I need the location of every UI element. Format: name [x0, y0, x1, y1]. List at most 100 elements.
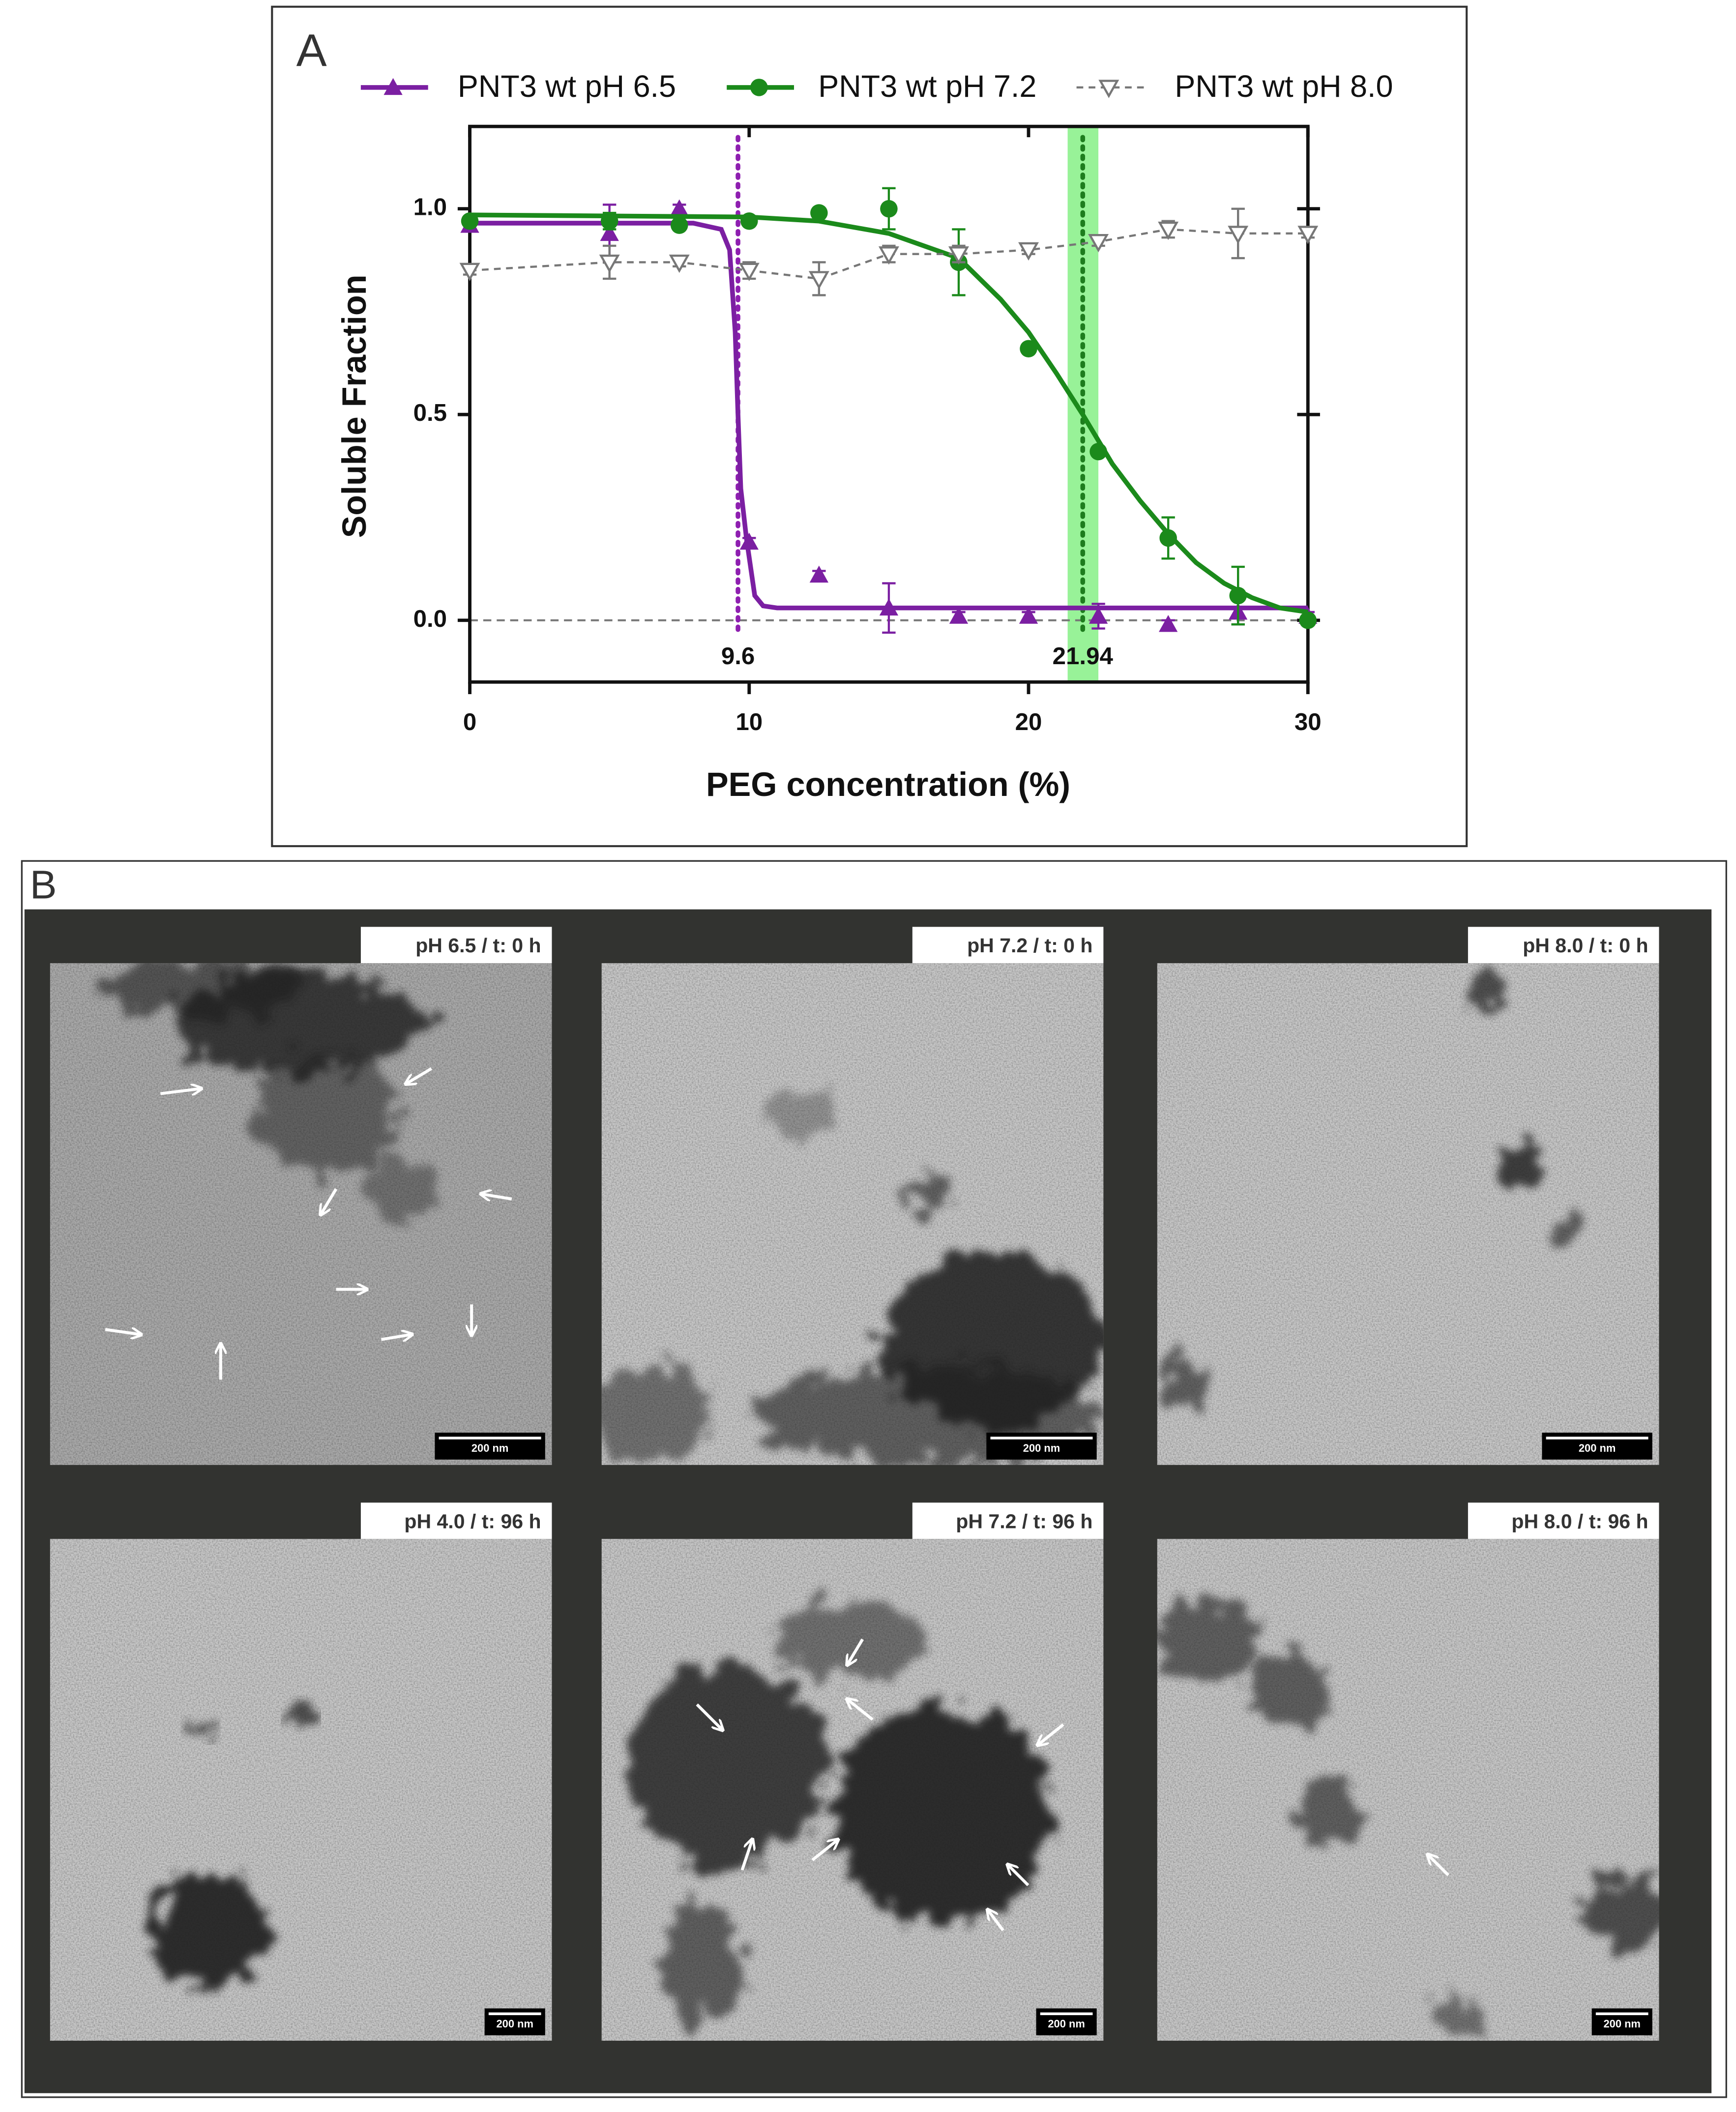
aggregate — [291, 1704, 311, 1725]
aggregates — [150, 1704, 311, 1991]
aggregate — [777, 1599, 928, 1680]
panel-label: A — [296, 25, 327, 76]
aggregate — [832, 1704, 1054, 1926]
aggregate — [762, 1088, 843, 1139]
data-point — [1088, 234, 1109, 253]
arrow — [1428, 1855, 1449, 1877]
aggregate — [903, 1169, 953, 1209]
data-point — [670, 199, 689, 216]
aggregates — [1157, 1599, 1659, 2036]
data-point — [809, 565, 829, 583]
aggregate — [662, 1905, 742, 2026]
data-point — [669, 254, 690, 273]
aggregate — [1428, 1995, 1489, 2036]
caption: pH 4.0 / t: 96 h — [404, 1510, 541, 1532]
data-point — [949, 607, 969, 624]
data-point — [879, 598, 899, 616]
arrow — [811, 1840, 837, 1861]
data-point — [1089, 442, 1107, 461]
x-tick-label: 30 — [1295, 708, 1322, 735]
aggregate — [626, 1664, 828, 1865]
aggregate — [1584, 1875, 1659, 1956]
scale-bar-label: 200 nm — [471, 1442, 508, 1454]
aggregates — [1157, 973, 1584, 1405]
arrow — [381, 1334, 411, 1339]
fit-curve — [470, 221, 1308, 611]
data-point — [599, 254, 620, 273]
x-tick-label: 10 — [736, 708, 763, 735]
data-point — [461, 212, 479, 230]
data-point — [880, 200, 898, 218]
legend-marker — [750, 79, 768, 96]
caption-box — [912, 927, 1104, 964]
aggregate — [251, 1053, 402, 1174]
caption-box — [1468, 927, 1659, 964]
arrow — [321, 1188, 338, 1214]
arrow — [988, 1910, 1004, 1932]
data-point — [1158, 221, 1179, 240]
micrograph: pH 7.2 / t: 96 h 200 nm — [601, 1502, 1104, 2041]
arrow — [105, 1329, 140, 1334]
aggregate — [1468, 973, 1509, 1014]
micrograph: pH 7.2 / t: 0 h 200 nm — [601, 927, 1104, 1465]
data-point — [1299, 611, 1317, 629]
scale-bar-label: 200 nm — [1023, 1442, 1060, 1454]
arrow — [848, 1638, 864, 1664]
aggregate — [1554, 1214, 1584, 1244]
caption: pH 7.2 / t: 96 h — [956, 1510, 1092, 1532]
legend-label: PNT3 wt pH 7.2 — [818, 69, 1036, 104]
data-point — [878, 246, 899, 265]
plot-frame — [468, 124, 1310, 684]
y-tick-label: 1.0 — [413, 194, 447, 221]
data-point — [808, 271, 829, 290]
arrow — [482, 1194, 512, 1199]
caption: pH 7.2 / t: 0 h — [967, 934, 1092, 957]
aggregate — [1157, 1354, 1207, 1405]
legend-label: PNT3 wt pH 6.5 — [458, 69, 676, 104]
data-point — [740, 212, 758, 230]
data-point — [600, 212, 618, 230]
data-point — [1297, 226, 1319, 244]
aggregate — [190, 1722, 211, 1737]
y-tick-label: 0.0 — [413, 605, 447, 632]
y-axis-label: Soluble Fraction — [336, 274, 373, 538]
data-point — [738, 263, 760, 281]
scale-bar-label: 200 nm — [1579, 1442, 1616, 1454]
aggregate — [601, 1364, 712, 1465]
data-point — [1020, 340, 1037, 358]
data-point — [600, 224, 619, 241]
caption: pH 8.0 / t: 0 h — [1523, 934, 1648, 957]
data-point — [459, 263, 480, 281]
data-point — [1159, 529, 1177, 547]
arrow — [160, 1088, 201, 1093]
x-axis-label: PEG concentration (%) — [706, 766, 1070, 803]
arrow — [740, 1840, 752, 1871]
annotation-label: 21.94 — [1053, 643, 1114, 670]
micrograph: pH 4.0 / t: 96 h 200 nm — [50, 1502, 552, 2041]
aggregate — [150, 1870, 271, 1991]
caption-box — [1468, 1502, 1659, 1539]
aggregates — [626, 1599, 1054, 2026]
legend-label: PNT3 wt pH 8.0 — [1175, 69, 1393, 104]
micrograph: pH 8.0 / t: 96 h 200 nm — [1157, 1502, 1659, 2041]
data-point — [810, 204, 828, 222]
series-line — [470, 228, 1308, 280]
aggregate — [1157, 1599, 1258, 1680]
arrow — [848, 1700, 874, 1721]
data-point — [739, 532, 759, 550]
micrograph-background — [50, 1539, 552, 2041]
data-point — [670, 216, 688, 234]
arrow — [1038, 1723, 1064, 1745]
scale-bar-label: 200 nm — [1048, 2018, 1085, 2030]
panel-label: B — [30, 863, 57, 908]
aggregate — [100, 963, 301, 1019]
caption-box — [912, 1502, 1104, 1539]
micrograph: pH 8.0 / t: 0 h 200 nm — [1157, 927, 1659, 1465]
caption: pH 8.0 / t: 96 h — [1511, 1510, 1648, 1532]
caption-box — [360, 927, 552, 964]
caption: pH 6.5 / t: 0 h — [415, 934, 541, 957]
aggregate — [1247, 1654, 1328, 1725]
panel-b-frame — [21, 860, 1727, 2098]
